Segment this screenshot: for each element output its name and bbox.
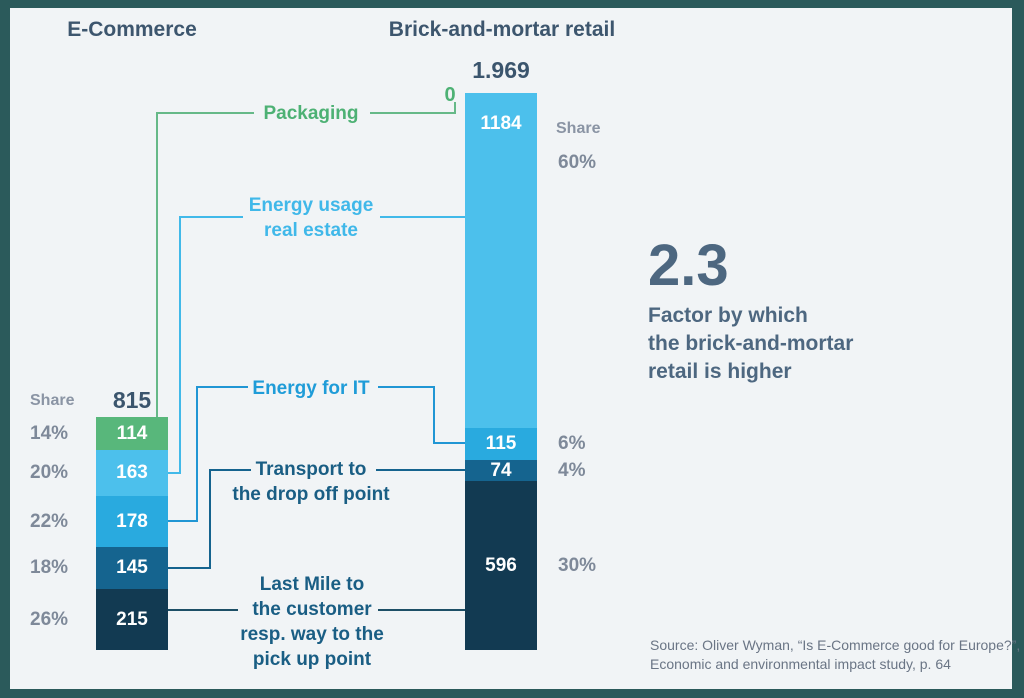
share-percent: 20% xyxy=(30,462,69,483)
connector-energy-it xyxy=(168,520,198,522)
factor-caption: Factor by which the brick-and-mortar ret… xyxy=(648,304,854,383)
bar-segment-2: 178 xyxy=(96,496,168,547)
connector-energy-it xyxy=(433,386,435,444)
segment-value: 1184 xyxy=(480,113,522,134)
title-brick-and-mortar: Brick-and-mortar retail xyxy=(388,18,616,41)
share-percent: 6% xyxy=(558,433,586,454)
connector-transport xyxy=(376,469,465,471)
label-energy-for-it: Energy for IT xyxy=(252,378,370,399)
segment-value: 596 xyxy=(485,554,517,576)
bar-segment-4: 215 xyxy=(96,589,168,650)
connector-energy-it xyxy=(196,386,198,522)
share-percent: 18% xyxy=(30,557,69,578)
label-energy-usage-real-estate: Energy usage real estate xyxy=(248,195,374,241)
segment-value: 163 xyxy=(116,462,148,483)
packaging-zero-value: 0 xyxy=(444,84,456,106)
share-header-right: Share xyxy=(556,120,601,137)
share-percent: 14% xyxy=(30,422,69,444)
share-percent: 30% xyxy=(558,554,597,576)
bar-segment-3: 145 xyxy=(96,547,168,589)
title-ecommerce: E-Commerce xyxy=(67,18,197,41)
label-transport-drop-off: Transport to the drop off point xyxy=(232,459,390,505)
share-percent: 22% xyxy=(30,510,69,532)
connector-packaging xyxy=(454,102,456,114)
share-percent: 26% xyxy=(30,608,69,630)
connector-energy-usage xyxy=(168,472,181,474)
bar-segment-1: 1184 xyxy=(465,93,537,428)
connector-energy-it xyxy=(433,442,465,444)
connector-last-mile xyxy=(378,609,465,611)
ecommerce-total: 815 xyxy=(112,387,152,413)
connector-transport xyxy=(209,469,251,471)
bar-brick-and-mortar: 1184 115 74 596 xyxy=(465,93,537,650)
bar-segment-0: 114 xyxy=(96,417,168,450)
connector-energy-usage xyxy=(179,216,181,474)
connector-energy-it xyxy=(378,386,435,388)
bar-segment-3: 74 xyxy=(465,460,537,481)
brick-total: 1.969 xyxy=(472,57,530,83)
connector-last-mile xyxy=(168,609,238,611)
bar-ecommerce: 114 163 178 145 215 xyxy=(96,417,168,650)
share-percent: 60% xyxy=(558,152,597,173)
connector-packaging xyxy=(370,112,456,114)
segment-value: 145 xyxy=(116,557,148,578)
segment-value: 74 xyxy=(490,459,512,481)
connector-transport xyxy=(168,567,211,569)
connector-packaging xyxy=(156,112,254,114)
segment-value: 178 xyxy=(116,510,148,532)
connector-energy-usage xyxy=(179,216,243,218)
label-packaging: Packaging xyxy=(263,103,359,124)
bar-segment-1: 163 xyxy=(96,450,168,496)
bar-segment-4: 596 xyxy=(465,481,537,650)
share-percent: 4% xyxy=(558,459,586,481)
connector-transport xyxy=(209,469,211,569)
segment-value: 114 xyxy=(116,422,148,444)
segment-value: 115 xyxy=(485,433,517,454)
share-header-left: Share xyxy=(30,392,75,409)
connector-energy-usage xyxy=(380,216,465,218)
segment-value: 215 xyxy=(116,608,148,630)
connector-energy-it xyxy=(196,386,248,388)
source-note: Source: Oliver Wyman, “Is E-Commerce goo… xyxy=(650,637,1021,672)
bar-segment-2: 115 xyxy=(465,428,537,460)
connector-packaging xyxy=(156,112,158,417)
factor-value: 2.3 xyxy=(648,233,729,298)
label-last-mile: Last Mile to the customer resp. way to t… xyxy=(240,574,384,670)
